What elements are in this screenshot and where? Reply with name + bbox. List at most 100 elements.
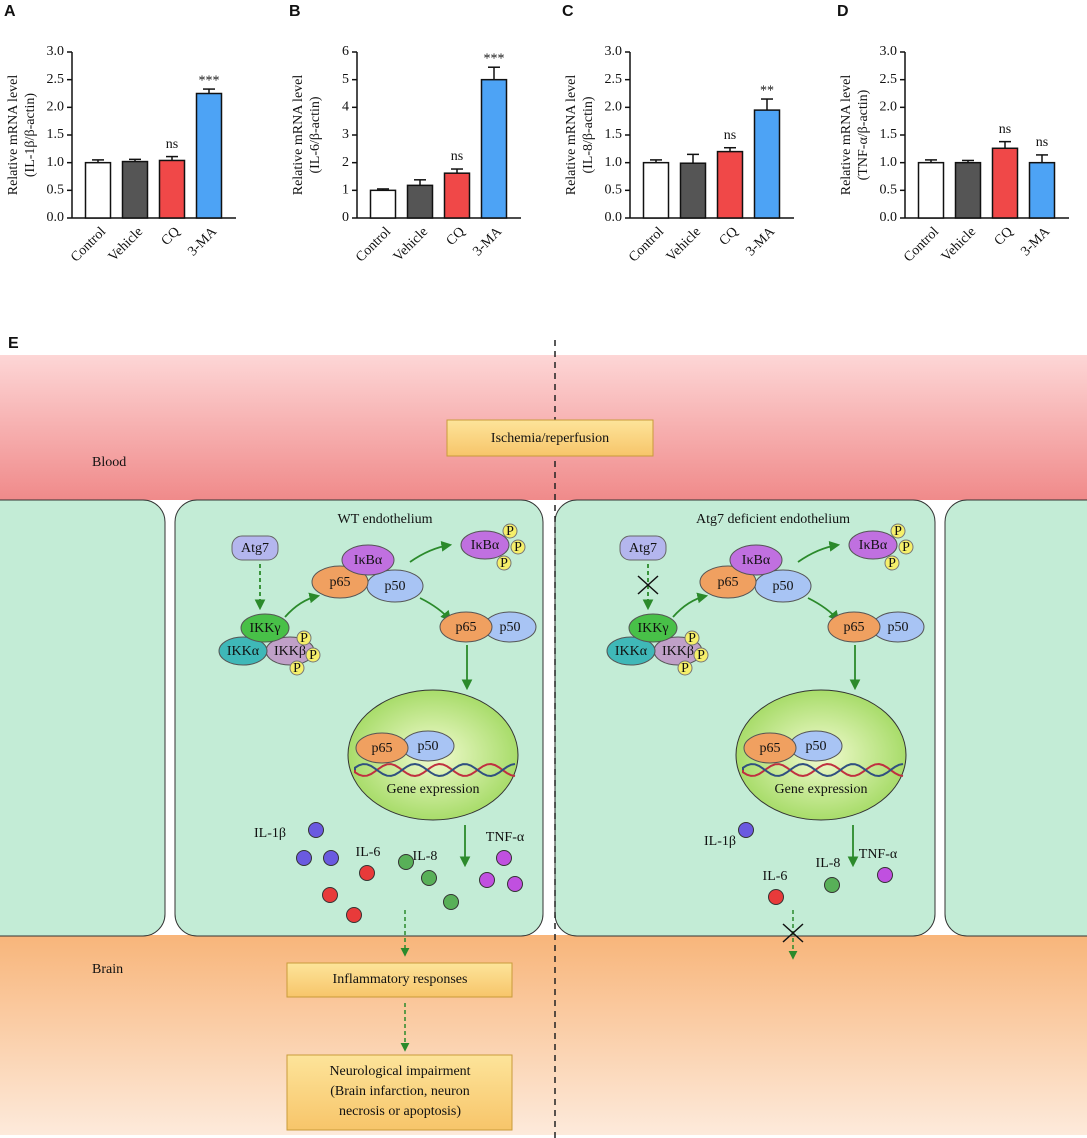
y-tick-label: 3.0 xyxy=(47,44,65,59)
phospho xyxy=(890,523,906,539)
region-label: Blood xyxy=(92,455,126,470)
molecule xyxy=(848,530,898,560)
y-tick-label: 0.5 xyxy=(47,183,65,198)
y-tick-label: 6 xyxy=(342,44,349,59)
y-axis-label: Relative mRNA level xyxy=(839,75,854,196)
y-tick-label: 0.0 xyxy=(605,210,623,225)
significance-label: ns xyxy=(166,137,178,152)
outcome-box xyxy=(286,962,513,998)
y-tick-label: 1.5 xyxy=(605,127,623,142)
phospho-label: P xyxy=(506,524,514,539)
phospho-label: P xyxy=(309,648,317,663)
cytokine xyxy=(738,822,754,838)
molecule-label: p65 xyxy=(760,741,781,756)
molecule xyxy=(439,611,493,643)
molecule-label: IKKγ xyxy=(249,621,280,636)
y-tick-label: 2 xyxy=(342,155,349,170)
molecule-label: p50 xyxy=(806,739,827,754)
y-tick-label: 2.5 xyxy=(605,72,623,87)
x-tick-label: 3-MA xyxy=(743,224,778,259)
arrow xyxy=(672,592,709,618)
phospho xyxy=(289,660,305,676)
atg7-box xyxy=(231,535,279,561)
region-label: Brain xyxy=(92,962,123,977)
stimulus-box xyxy=(446,419,654,457)
significance-label: *** xyxy=(484,51,505,66)
cytokine xyxy=(443,894,459,910)
cytokine xyxy=(877,867,893,883)
cytokine xyxy=(507,876,523,892)
molecule xyxy=(827,611,881,643)
phospho xyxy=(677,660,693,676)
y-tick-label: 1 xyxy=(342,183,349,198)
outcome-box xyxy=(286,1054,513,1131)
x-tick-label: 3-MA xyxy=(1018,224,1053,259)
cytokine xyxy=(421,870,437,886)
phospho xyxy=(884,555,900,571)
phospho-label: P xyxy=(902,540,910,555)
molecule-label: IκBα xyxy=(471,538,500,553)
molecule-label: IKKα xyxy=(615,644,648,659)
molecule xyxy=(218,636,268,666)
cytokine-label: TNF-α xyxy=(859,847,898,862)
molecule-label: p50 xyxy=(500,620,521,635)
phospho xyxy=(502,523,518,539)
dna xyxy=(354,763,516,778)
outcome: necrosis or apoptosis) xyxy=(339,1104,461,1119)
cytokine xyxy=(346,907,362,923)
molecule xyxy=(341,544,395,576)
y-axis-label: (IL-8/β-actin) xyxy=(581,96,596,173)
phospho xyxy=(510,539,526,555)
y-tick-label: 1.0 xyxy=(880,155,898,170)
molecule-label: p65 xyxy=(718,575,739,590)
phospho xyxy=(693,647,709,663)
molecule xyxy=(355,732,409,764)
x-tick-label: CQ xyxy=(992,224,1016,248)
x-tick-label: Vehicle xyxy=(664,224,704,264)
cell-title: Atg7 deficient endothelium xyxy=(696,512,850,527)
panel-label: B xyxy=(289,3,301,20)
phospho-label: P xyxy=(888,556,896,571)
x-tick-label: Vehicle xyxy=(939,224,979,264)
molecule xyxy=(240,613,290,643)
y-tick-label: 4 xyxy=(342,100,349,115)
bar xyxy=(406,184,434,219)
cytokine xyxy=(496,850,512,866)
molecule-label: p65 xyxy=(844,620,865,635)
bar xyxy=(480,78,508,219)
cytokine-label: IL-6 xyxy=(356,845,381,860)
x-tick-label: Vehicle xyxy=(106,224,146,264)
molecule xyxy=(729,544,783,576)
bar xyxy=(991,147,1019,219)
panel-label: C xyxy=(562,3,574,20)
phospho-label: P xyxy=(894,524,902,539)
bar xyxy=(679,162,707,219)
molecule-label: p50 xyxy=(418,739,439,754)
phospho xyxy=(296,630,312,646)
cytokine xyxy=(322,887,338,903)
bar xyxy=(917,161,945,219)
significance-label: ns xyxy=(1036,135,1048,150)
outcome: Inflammatory responses xyxy=(333,972,468,987)
x-tick-label: CQ xyxy=(717,224,741,248)
x-tick-label: Control xyxy=(353,224,394,265)
dna xyxy=(742,763,904,778)
cytokine-label: IL-1β xyxy=(704,834,736,849)
cytokine xyxy=(768,889,784,905)
y-axis-label: Relative mRNA level xyxy=(6,75,21,196)
phospho xyxy=(305,647,321,663)
y-tick-label: 2.5 xyxy=(880,72,898,87)
x-tick-label: Control xyxy=(626,224,667,265)
phospho-label: P xyxy=(697,648,705,663)
bar xyxy=(158,159,186,219)
cytokine xyxy=(824,877,840,893)
arrow xyxy=(284,592,321,618)
x-tick-label: Control xyxy=(68,224,109,265)
panel-label: A xyxy=(4,3,16,20)
x-tick-label: Control xyxy=(901,224,942,265)
dna xyxy=(742,762,904,777)
cytokine xyxy=(479,872,495,888)
significance-label: ns xyxy=(724,128,736,143)
y-tick-label: 0.5 xyxy=(605,183,623,198)
